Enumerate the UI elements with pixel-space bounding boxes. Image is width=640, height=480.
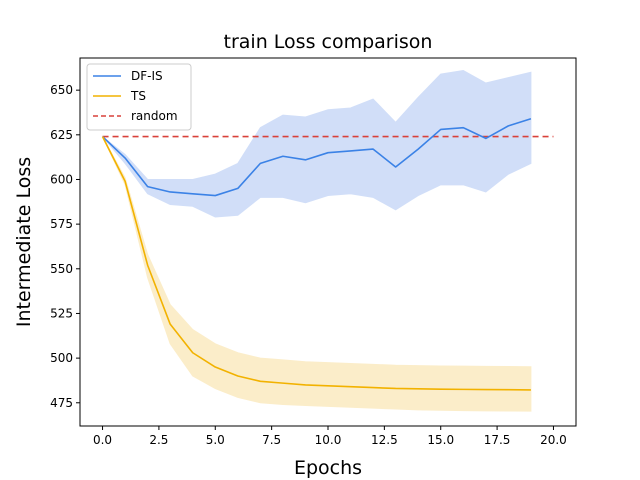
x-tick-label: 7.5	[262, 433, 281, 447]
x-tick-label: 2.5	[149, 433, 168, 447]
x-axis-label: Epochs	[294, 457, 362, 479]
confidence-band-0	[102, 69, 532, 218]
y-axis-label: Intermediate Loss	[13, 157, 35, 327]
y-tick-label: 625	[50, 128, 73, 142]
legend-label-random: random	[131, 109, 178, 123]
x-tick-label: 12.5	[371, 433, 398, 447]
legend-box	[86, 63, 192, 131]
legend: DF-IS TS random	[86, 63, 192, 131]
x-tick-label: 0.0	[93, 433, 112, 447]
series-line-1	[101, 136, 531, 391]
y-tick-label: 550	[50, 262, 73, 276]
y-tick-label: 600	[50, 172, 73, 186]
confidence-band-1	[102, 136, 532, 412]
plot-area: 0.0 2.5 5.0 7.5 10.0 12.5 15.0 17.5 20.0 475 500 52…	[50, 57, 577, 447]
y-tick-label: 575	[50, 217, 73, 231]
y-tick-label: 500	[50, 351, 73, 365]
x-tick-label: 20.0	[540, 433, 567, 447]
x-tick-label: 5.0	[206, 433, 225, 447]
y-tick-label: 475	[50, 396, 73, 410]
x-tick-label: 10.0	[315, 433, 342, 447]
y-tick-label: 650	[50, 83, 73, 97]
x-tick-label: 15.0	[427, 433, 454, 447]
legend-label-df-is: DF-IS	[131, 69, 163, 83]
legend-label-ts: TS	[130, 89, 146, 103]
x-tick-label: 17.5	[484, 433, 511, 447]
chart-title: train Loss comparison	[224, 31, 433, 53]
y-tick-label: 525	[50, 306, 73, 320]
series-line-0	[101, 117, 532, 197]
